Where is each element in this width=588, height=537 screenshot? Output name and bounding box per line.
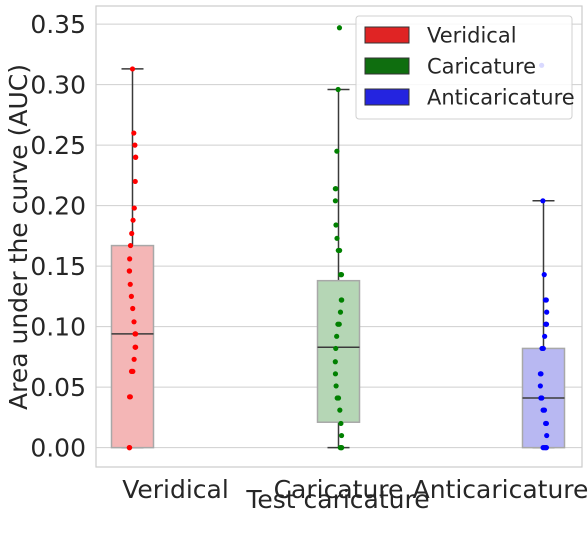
data-point [541,407,548,413]
data-point [131,319,137,325]
legend-label: Anticaricature [427,85,575,109]
data-point [540,445,546,451]
data-point [127,256,133,262]
data-point [126,268,133,274]
data-point [334,235,340,241]
data-point [127,445,133,451]
data-point [338,432,345,439]
y-tick-labels: 0.00 0.05 0.10 0.15 0.20 0.25 0.30 0.35 [30,10,86,462]
data-point [335,86,341,93]
x-tick-labels: Veridical Caricature Anticaricature [122,475,588,504]
data-point [338,272,345,278]
data-point [127,242,134,249]
x-tick-label: Anticaricature [413,475,588,504]
data-point [542,333,548,339]
data-point [128,368,135,375]
data-point [133,331,139,337]
data-point [132,142,138,148]
data-point [544,432,550,439]
data-point [338,420,344,427]
data-point [131,205,137,211]
data-point [543,420,550,427]
legend-swatch [364,26,410,44]
data-point [337,247,343,254]
y-tick-label: 0.25 [30,131,86,160]
legend-swatch [364,57,410,75]
data-point [540,198,546,204]
data-point [337,407,343,413]
data-point [127,281,133,287]
data-point [334,333,340,339]
data-point [333,345,339,352]
x-tick-label: Veridical [122,475,229,504]
data-point [543,321,549,327]
data-point [541,272,547,278]
data-point [332,186,338,192]
data-point [333,383,339,389]
data-point [132,178,138,185]
data-point [539,345,545,352]
x-axis-label: Test caricature [245,485,429,514]
data-point [131,130,137,136]
data-point [543,297,549,303]
y-tick-label: 0.00 [30,433,86,462]
legend-swatch [364,88,410,106]
data-point [537,371,543,377]
data-point [129,66,136,72]
y-tick-label: 0.35 [30,10,86,39]
box-iqr [110,244,155,449]
data-point [332,359,338,365]
legend: Veridical Caricature Anticaricature [355,15,575,120]
legend-label: Caricature [427,54,536,78]
y-tick-label: 0.20 [30,191,86,220]
data-point [130,305,136,312]
data-point [338,297,344,303]
legend-label: Veridical [427,23,517,47]
data-point [131,356,137,362]
data-point [128,293,134,299]
y-tick-label: 0.15 [30,252,86,281]
data-point [126,394,133,400]
data-point [337,309,344,315]
box-layer [110,68,566,449]
legend-frame [355,15,573,120]
box-iqr [316,279,361,423]
data-point [130,217,136,223]
data-point [332,198,338,204]
data-point [334,148,340,154]
y-tick-label: 0.30 [30,70,86,99]
data-point [333,222,339,228]
x-tick-label: Caricature [274,475,404,504]
data-point [335,395,342,401]
data-point [132,344,138,350]
y-tick-label: 0.10 [30,312,86,341]
y-axis-label: Area under the curve (AUC) [4,64,33,410]
plot-frame [95,5,583,468]
data-point [335,321,341,327]
data-point [129,230,135,237]
data-point [133,154,139,160]
data-point [537,383,543,389]
y-tick-label: 0.05 [30,373,86,402]
data-point [544,309,550,315]
data-point [332,371,339,377]
data-point [539,395,545,401]
data-point [336,25,343,31]
data-point [337,445,343,451]
